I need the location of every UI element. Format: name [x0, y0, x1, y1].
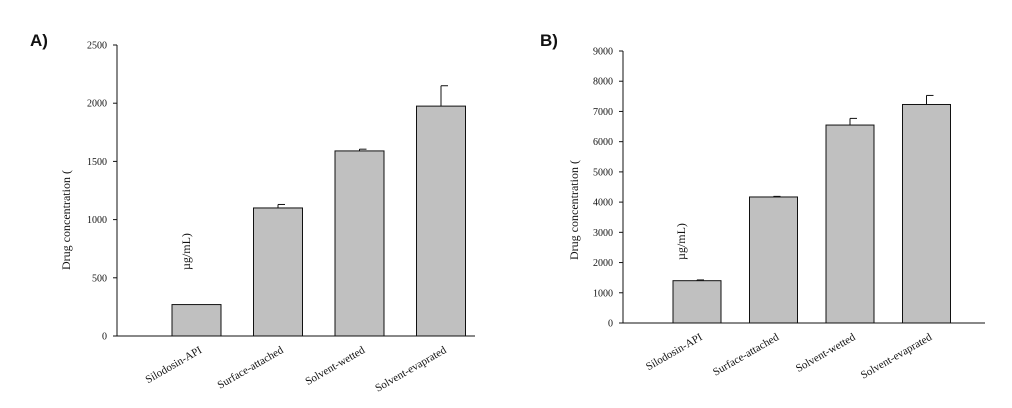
y-tick-label: 500	[92, 273, 107, 284]
y-tick-label: 9000	[593, 47, 613, 58]
x-category-label: Solvent-evaprated	[373, 344, 449, 395]
bar	[825, 124, 875, 324]
y-tick-label: 1500	[87, 157, 107, 168]
error-bars-b	[696, 94, 934, 281]
chart-panel-a: A) Drug concentration ( µg/mL) 0 500 1000 1…	[30, 31, 475, 395]
y-tick-label: 0	[102, 332, 107, 343]
x-category-label: Solvent-wetted	[303, 344, 367, 388]
x-categories-b: Silodosin-API Surface-attached Solvent-wet…	[644, 331, 934, 382]
bars-a	[171, 105, 466, 337]
chart-panel-b: B) Drug concentration ( µg/mL) 0 1000 2000…	[540, 31, 985, 382]
bar	[902, 103, 951, 324]
x-category-label: Solvent-wetted	[794, 331, 858, 375]
y-ticks-b: 0 1000 2000 3000 4000 5000 6000 7000 8000 9000	[593, 47, 623, 330]
bar	[334, 150, 385, 337]
y-tick-label: 6000	[593, 137, 613, 148]
x-category-label: Silodosin-API	[143, 344, 204, 386]
error-bars-a	[277, 85, 448, 208]
y-tick-label: 0	[608, 319, 613, 330]
y-axis-label-b: Drug concentration (	[567, 160, 581, 260]
y-tick-label: 1000	[87, 215, 107, 226]
bars-b	[672, 103, 951, 324]
y-tick-label: 8000	[593, 77, 613, 88]
panel-label-b: B)	[540, 31, 558, 50]
x-category-label: Solvent-evaprated	[859, 331, 935, 382]
x-categories-a: Silodosin-API Surface-attached Solvent-wet…	[143, 344, 448, 395]
bar	[416, 105, 466, 337]
bar	[253, 207, 303, 337]
x-category-label: Silodosin-API	[644, 331, 705, 373]
bar	[672, 280, 722, 324]
y-axis-unit-a: µg/mL)	[179, 233, 193, 270]
y-axis-label-a: Drug concentration (	[59, 170, 73, 270]
y-tick-label: 3000	[593, 228, 613, 239]
bar	[171, 304, 222, 337]
y-tick-label: 2000	[87, 99, 107, 110]
y-tick-label: 5000	[593, 167, 613, 178]
x-category-label: Surface-attached	[711, 331, 781, 379]
y-tick-label: 2000	[593, 258, 613, 269]
bar	[749, 196, 798, 324]
y-tick-label: 2500	[87, 41, 107, 52]
y-tick-label: 1000	[593, 288, 613, 299]
y-axis-unit-b: µg/mL)	[674, 223, 688, 260]
panel-label-a: A)	[30, 31, 48, 50]
x-category-label: Surface-attached	[215, 344, 285, 392]
y-tick-label: 4000	[593, 198, 613, 209]
y-ticks-a: 0 500 1000 1500 2000 2500	[87, 41, 117, 343]
y-tick-label: 7000	[593, 107, 613, 118]
